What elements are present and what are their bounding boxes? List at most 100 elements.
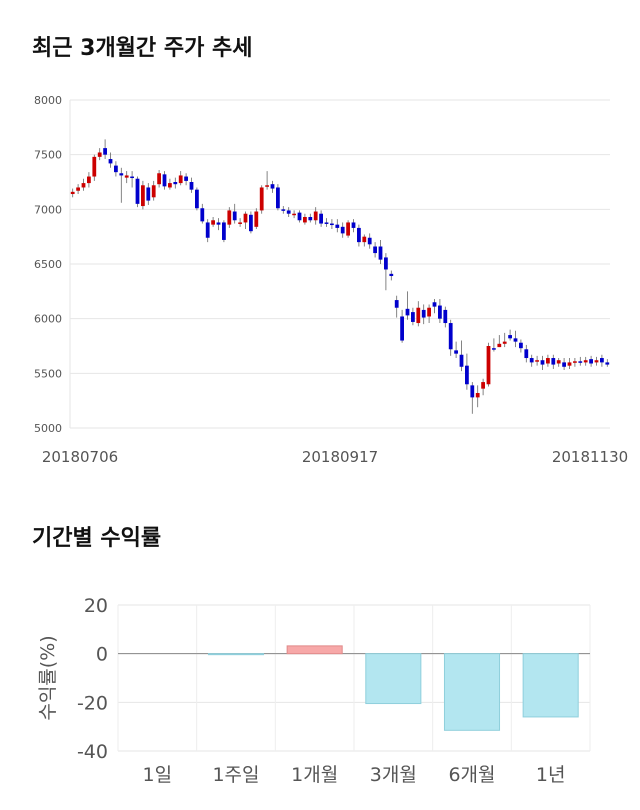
y-tick-label: 8000 xyxy=(34,94,62,107)
candle-body xyxy=(421,309,426,318)
candle-body xyxy=(292,213,296,216)
candle-body xyxy=(605,362,610,365)
candle-body xyxy=(567,362,572,366)
candle-body xyxy=(367,237,372,245)
candle-body xyxy=(540,360,545,365)
candle-body xyxy=(497,343,502,348)
candle-body xyxy=(76,187,80,191)
candle-body xyxy=(384,257,388,270)
candle-body xyxy=(70,191,75,195)
candle-body xyxy=(475,393,480,398)
candle-body xyxy=(200,208,205,222)
return-bar xyxy=(286,645,343,655)
candle-body xyxy=(216,222,221,225)
candle-body xyxy=(151,185,156,198)
candle-body xyxy=(135,178,140,204)
candle-body xyxy=(443,309,448,324)
candle-body xyxy=(157,173,161,185)
candle-body xyxy=(141,185,145,207)
y-tick-label: 5500 xyxy=(34,367,62,380)
candle-body xyxy=(448,323,453,350)
y-tick-label: 6000 xyxy=(34,313,62,326)
y-tick-label: -40 xyxy=(77,741,108,763)
candle-body xyxy=(249,214,253,232)
x-category-label: 1일 xyxy=(143,764,173,786)
candle-body xyxy=(454,350,458,354)
candle-body xyxy=(524,349,529,359)
candle-body xyxy=(308,216,313,221)
candle-body xyxy=(594,360,599,363)
candle-body xyxy=(351,222,356,228)
y-tick-label: 7500 xyxy=(34,149,62,162)
candle-body xyxy=(324,222,329,224)
price-candlestick-chart: 8000 7500 7000 6500 6000 5500 5000 20180706 2018… xyxy=(34,94,628,466)
candle-body xyxy=(254,211,259,227)
candle-body xyxy=(286,210,291,214)
candle-body xyxy=(281,209,286,211)
candle-body xyxy=(438,305,442,319)
y-tick-label: 20 xyxy=(84,595,108,617)
candle-body xyxy=(513,338,518,342)
candle-body xyxy=(259,187,264,211)
candle-body xyxy=(551,358,556,365)
candle-body xyxy=(583,360,588,363)
candle-body xyxy=(222,222,226,240)
candle-body xyxy=(470,385,475,398)
candle-body xyxy=(578,361,583,363)
candle-body xyxy=(394,300,399,308)
candle-body xyxy=(168,183,172,188)
x-category-label: 6개월 xyxy=(448,764,495,786)
candle-body xyxy=(459,354,464,367)
candle-body xyxy=(546,358,550,364)
x-tick-label: 20180706 xyxy=(42,448,118,466)
candle-body xyxy=(146,187,151,201)
candle-body xyxy=(173,182,178,185)
candle-body xyxy=(508,335,512,339)
candle-body xyxy=(562,362,566,367)
candle-body xyxy=(535,360,539,362)
period-return-title: 기간별 수익률 xyxy=(32,526,162,551)
candle-body xyxy=(114,165,118,173)
y-tick-label: 5000 xyxy=(34,422,62,435)
candle-body xyxy=(378,246,383,260)
candle-body xyxy=(211,220,215,225)
candle-body xyxy=(589,359,593,364)
return-bar xyxy=(365,653,422,705)
candle-body xyxy=(119,173,124,176)
candle-body xyxy=(389,273,394,277)
candle-body xyxy=(465,365,469,385)
y-tick-label: -20 xyxy=(77,692,108,714)
candle-body xyxy=(492,348,496,350)
candle-body xyxy=(330,223,334,226)
x-category-label: 1주일 xyxy=(212,764,259,786)
candle-body xyxy=(92,156,97,177)
candle-body xyxy=(87,176,91,184)
candle-body xyxy=(195,189,199,209)
y-tick-label: 0 xyxy=(96,644,108,666)
candle-body xyxy=(243,213,248,223)
candle-body xyxy=(373,246,377,254)
candle-body xyxy=(481,382,485,389)
candle-body xyxy=(108,159,113,164)
candle-body xyxy=(340,226,345,234)
y-tick-label: 7000 xyxy=(34,203,62,216)
candle-body xyxy=(184,176,188,181)
candle-body xyxy=(573,361,577,363)
candle-body xyxy=(416,307,421,324)
candle-body xyxy=(362,236,367,243)
candle-body xyxy=(103,148,107,155)
price-trend-title: 최근 3개월간 주가 추세 xyxy=(32,36,253,61)
candle-body xyxy=(124,175,129,178)
y-tick-label: 6500 xyxy=(34,258,62,271)
candle-body xyxy=(81,183,86,188)
candle-body xyxy=(97,152,102,157)
candle-body xyxy=(162,174,167,187)
candle-body xyxy=(502,341,507,344)
candle-body xyxy=(411,312,415,322)
candle-body xyxy=(335,224,340,228)
return-bar xyxy=(443,653,501,731)
candle-body xyxy=(297,212,302,221)
candle-body xyxy=(130,176,134,179)
candle-body xyxy=(205,222,210,238)
candle-body xyxy=(276,187,280,209)
